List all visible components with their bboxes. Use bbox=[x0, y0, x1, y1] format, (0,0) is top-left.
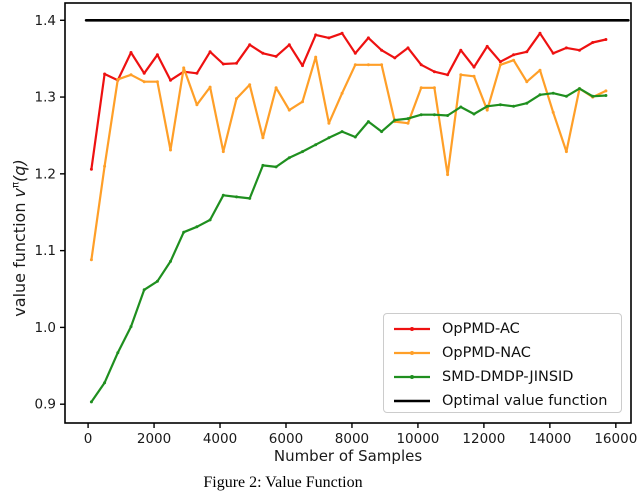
legend-label: SMD-DMDP-JINSID bbox=[442, 369, 574, 385]
x-axis-label: Number of Samples bbox=[273, 447, 423, 465]
red-line-icon bbox=[394, 327, 430, 331]
svg-text:10000: 10000 bbox=[396, 431, 439, 447]
svg-text:1.1: 1.1 bbox=[35, 243, 56, 259]
legend-label: Optimal value function bbox=[442, 393, 608, 409]
svg-text:1.3: 1.3 bbox=[35, 90, 56, 106]
legend-item: SMD-DMDP-JINSID bbox=[384, 365, 621, 389]
figure-2-chart: 0 2000 4000 6000 8000 10000 12000 14000 16000 0.9… bbox=[10, 2, 638, 465]
black-line-icon bbox=[394, 399, 430, 403]
figure-caption: Figure 2: Value Function bbox=[203, 474, 363, 491]
svg-text:6000: 6000 bbox=[269, 431, 303, 447]
svg-text:14000: 14000 bbox=[528, 431, 571, 447]
svg-text:1.4: 1.4 bbox=[35, 13, 56, 29]
svg-text:2000: 2000 bbox=[137, 431, 171, 447]
svg-text:12000: 12000 bbox=[462, 431, 505, 447]
legend-item: Optimal value function bbox=[384, 389, 621, 413]
orange-line-icon bbox=[394, 351, 430, 355]
y-axis-label: value function vπ(q) bbox=[10, 159, 29, 317]
svg-text:8000: 8000 bbox=[335, 431, 369, 447]
green-line-icon bbox=[394, 375, 430, 379]
svg-text:16000: 16000 bbox=[594, 431, 637, 447]
legend-label: OpPMD-AC bbox=[442, 321, 520, 337]
legend-label: OpPMD-NAC bbox=[442, 345, 531, 361]
svg-text:4000: 4000 bbox=[203, 431, 237, 447]
svg-text:1.2: 1.2 bbox=[35, 166, 56, 182]
line-chart-canvas: 0 2000 4000 6000 8000 10000 12000 14000 16000 0.9… bbox=[34, 2, 638, 447]
svg-text:0.9: 0.9 bbox=[35, 397, 56, 413]
legend-item: OpPMD-AC bbox=[384, 317, 621, 341]
legend-item: OpPMD-NAC bbox=[384, 341, 621, 365]
svg-text:1.0: 1.0 bbox=[35, 320, 56, 336]
legend: OpPMD-AC OpPMD-NAC SMD-DMDP-JINSID Optim… bbox=[383, 313, 622, 413]
svg-text:0: 0 bbox=[84, 431, 93, 447]
